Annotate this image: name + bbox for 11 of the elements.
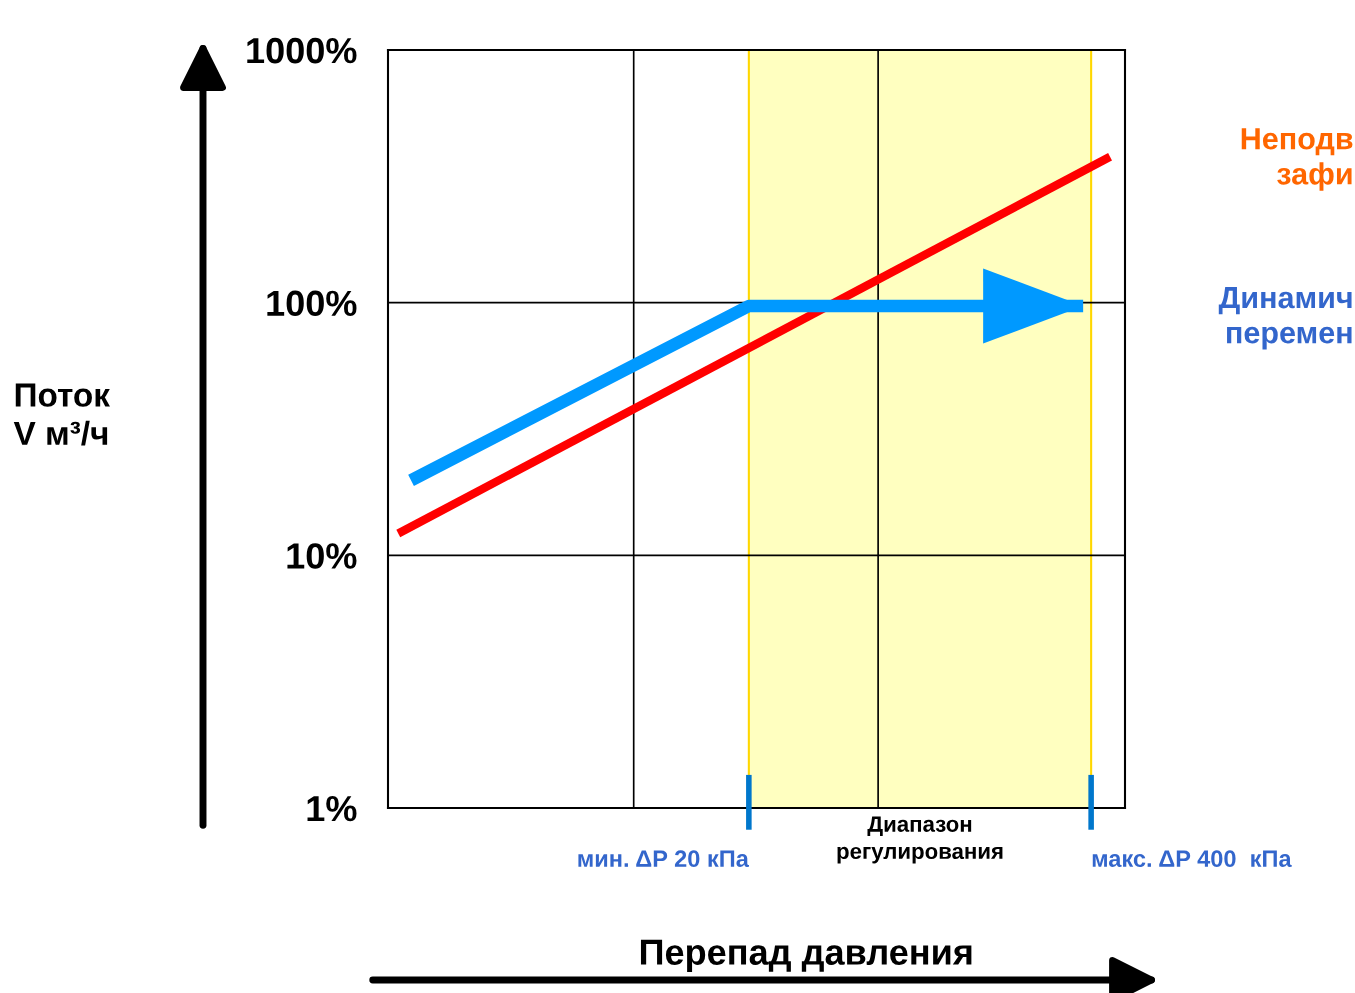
y-tick-label: 1000% [247,37,357,64]
text: Динамич перемен [1218,287,1352,350]
ref-line-label: макс. ΔP 400 кПа [1092,850,1292,868]
y-axis-title: Поток V м³/ч [13,383,110,446]
x-axis-title: Перепад давления [640,939,972,973]
ref-line-label: мин. ΔP 20 кПа [578,850,750,868]
y-tick-label: 100% [267,290,357,317]
y-tick-label: 1% [307,795,357,822]
y-tick-label: 10% [287,543,357,569]
band-label: Диапазон регулирования [837,816,1003,864]
text: Неподв зафи [1241,128,1353,191]
